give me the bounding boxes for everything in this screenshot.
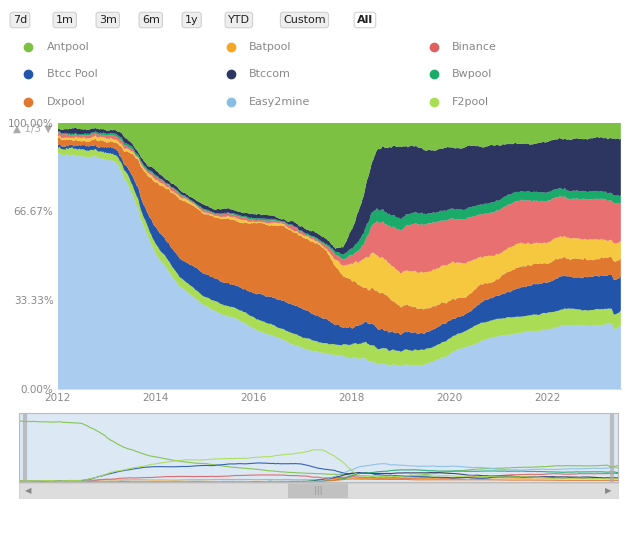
Text: Antpool: Antpool	[47, 42, 90, 52]
Bar	[289, 483, 348, 498]
Text: ▶: ▶	[605, 487, 612, 495]
Text: 3m: 3m	[99, 15, 116, 25]
Text: Btccom: Btccom	[250, 69, 291, 79]
Text: ◀: ◀	[25, 487, 32, 495]
Text: |||: |||	[314, 487, 323, 495]
Text: Binance: Binance	[452, 42, 497, 52]
Text: F2pool: F2pool	[452, 96, 489, 107]
Text: All: All	[357, 15, 373, 25]
Text: YTD: YTD	[228, 15, 250, 25]
Text: Batpool: Batpool	[250, 42, 292, 52]
Text: 1m: 1m	[56, 15, 74, 25]
Text: 1y: 1y	[185, 15, 198, 25]
Text: Custom: Custom	[283, 15, 326, 25]
Text: Bwpool: Bwpool	[452, 69, 492, 79]
Text: Btcc Pool: Btcc Pool	[47, 69, 97, 79]
Text: Dxpool: Dxpool	[47, 96, 85, 107]
Text: Easy2mine: Easy2mine	[250, 96, 310, 107]
Text: 6m: 6m	[142, 15, 160, 25]
Text: 7d: 7d	[13, 15, 27, 25]
Text: ▲ 1/3 ▼: ▲ 1/3 ▼	[13, 124, 52, 134]
